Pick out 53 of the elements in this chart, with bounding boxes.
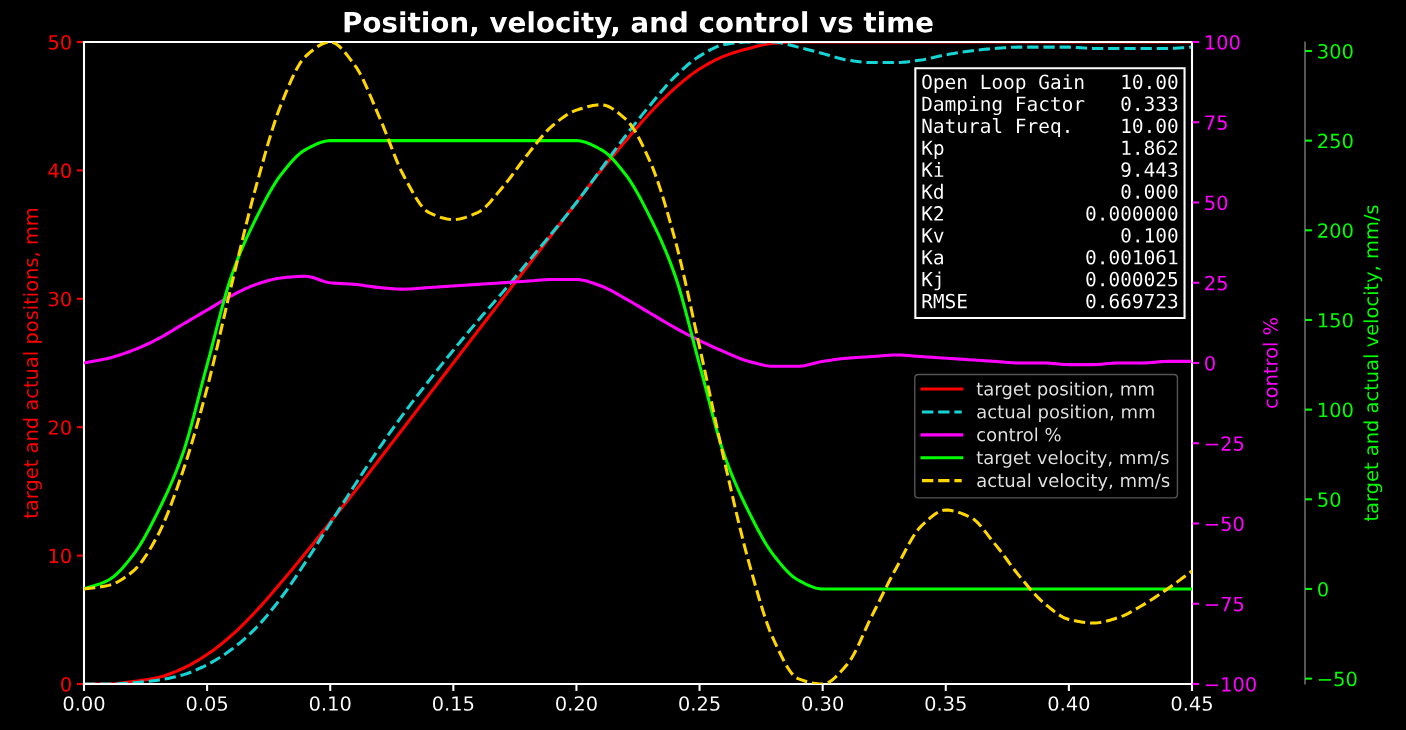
y2-tick-label: 50 xyxy=(1205,195,1228,211)
annotation: Kp 1.862 xyxy=(922,140,1178,159)
annotation: Open Loop Gain 10.00 xyxy=(922,74,1178,94)
chart-title: Position, velocity, and control vs time xyxy=(344,11,933,39)
annotation: Natural Freq. 10.00 xyxy=(922,118,1178,137)
y3-tick-label: −50 xyxy=(1318,671,1357,687)
annotation: Kd 0.000 xyxy=(922,183,1178,199)
x-tick-label: 0.05 xyxy=(186,696,228,711)
annotation: Ki 9.443 xyxy=(922,161,1178,178)
x-tick-label: 0.35 xyxy=(925,696,966,711)
y-axis-title: target and actual positions, mm xyxy=(23,208,42,519)
y3-tick-label: 0 xyxy=(1318,581,1328,597)
x-tick-label: 0.00 xyxy=(63,696,105,711)
annotation: Kj 0.000025 xyxy=(922,271,1178,291)
y3-tick-label: 150 xyxy=(1318,312,1353,328)
x-tick-label: 0.30 xyxy=(802,696,844,711)
y3-tick-label: 200 xyxy=(1318,223,1353,238)
legend-label: actual position, mm xyxy=(977,404,1155,423)
y3-tick-label: 50 xyxy=(1318,492,1341,507)
x-tick-label: 0.40 xyxy=(1048,696,1090,711)
x-tick-label: 0.20 xyxy=(556,696,597,711)
annotation: RMSE 0.669723 xyxy=(922,293,1178,309)
y-tick-label: 10 xyxy=(49,548,71,564)
y3-tick-label: 300 xyxy=(1318,43,1353,59)
x-tick-label: 0.45 xyxy=(1171,696,1212,711)
annotation: Ka 0.001061 xyxy=(922,249,1178,265)
y-tick-label: 20 xyxy=(48,420,71,435)
y2-tick-label: 100 xyxy=(1205,34,1240,50)
legend-label: actual velocity, mm/s xyxy=(977,473,1170,491)
legend-label: control % xyxy=(977,427,1061,442)
annotation: Damping Factor 0.333 xyxy=(922,96,1178,116)
y2-axis-title: control % xyxy=(1262,318,1278,408)
annotation: K2 0.000000 xyxy=(922,206,1178,221)
y-tick-label: 40 xyxy=(48,163,71,179)
legend-label: target position, mm xyxy=(976,381,1154,400)
annotation: Kv 0.100 xyxy=(922,228,1178,243)
y2-tick-label: −25 xyxy=(1205,436,1244,451)
y-tick-label: 0 xyxy=(61,676,71,692)
x-tick-label: 0.25 xyxy=(679,696,720,711)
y-tick-label: 30 xyxy=(48,291,71,307)
y3-tick-label: 100 xyxy=(1318,402,1353,418)
y3-axis-title: target and actual velocity, mm/s xyxy=(1363,205,1383,521)
y2-tick-label: 0 xyxy=(1205,355,1215,371)
x-tick-label: 0.15 xyxy=(432,696,474,711)
y2-tick-label: −100 xyxy=(1205,676,1256,692)
y2-tick-label: 25 xyxy=(1205,275,1227,291)
y2-tick-label: −75 xyxy=(1205,596,1244,612)
y-tick-label: 50 xyxy=(48,34,71,50)
y2-tick-label: −50 xyxy=(1205,516,1244,532)
x-tick-label: 0.10 xyxy=(309,696,351,711)
y2-tick-label: 75 xyxy=(1205,115,1227,130)
legend-label: target velocity, mm/s xyxy=(976,450,1169,468)
y3-tick-label: 250 xyxy=(1318,133,1353,149)
